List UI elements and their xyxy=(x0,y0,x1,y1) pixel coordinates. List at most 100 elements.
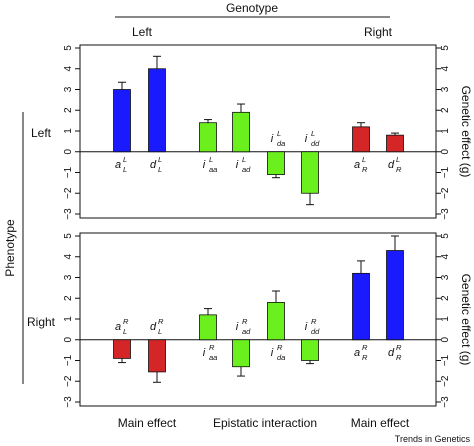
y-tick-label-left: 0 xyxy=(63,149,74,155)
parameter-label-sub: dd xyxy=(311,327,320,336)
parameter-label: d xyxy=(150,159,157,171)
bottom-label-epistatic: Epistatic interaction xyxy=(213,416,317,430)
chart-panel-right: 5 5 4 4 3 3 2 2 1 1 0 0 −1 −1 −2 −2 −3 −3 Genetic effect (… xyxy=(63,232,473,408)
y-tick-label-left: 1 xyxy=(63,128,74,134)
parameter-label-sup: L xyxy=(311,129,315,138)
genotype-left-label: Left xyxy=(132,25,153,39)
y-tick-label-right: 3 xyxy=(440,274,451,280)
y-tick-label-right: 4 xyxy=(440,254,451,260)
parameter-label: a xyxy=(115,321,121,333)
parameter-label-sup: L xyxy=(396,155,400,164)
y-tick-label-right: −2 xyxy=(440,375,451,387)
bar xyxy=(148,339,166,373)
y-tick-label-right: 5 xyxy=(440,45,451,51)
parameter-label: i xyxy=(236,159,239,171)
y-tick-label-right: 1 xyxy=(440,128,451,134)
parameter-label: d xyxy=(388,347,395,359)
parameter-label-sub: L xyxy=(123,165,127,174)
parameter-label-sup: L xyxy=(277,129,281,138)
parameter-label-sub: ad xyxy=(242,327,251,336)
y-tick-label-right: 1 xyxy=(440,316,451,322)
parameter-label-sub: R xyxy=(362,165,368,174)
bar xyxy=(386,134,404,153)
y-tick-label-left: 0 xyxy=(63,337,74,343)
y-tick-label-right: −3 xyxy=(440,396,451,408)
y-tick-label-left: 4 xyxy=(63,254,74,260)
chart-panel-left: 5 5 4 4 3 3 2 2 1 1 0 0 −1 −1 −2 −2 −3 −3 Genetic effect (… xyxy=(63,44,473,220)
parameter-label: d xyxy=(388,159,395,171)
parameter-label-sub: ad xyxy=(242,165,251,174)
y-tick-label-left: 4 xyxy=(63,66,74,72)
y-tick-label-right: 2 xyxy=(440,107,451,113)
parameter-label-sub: R xyxy=(396,353,402,362)
parameter-label-sup: R xyxy=(362,343,368,352)
plot-frame xyxy=(79,232,437,407)
y-tick-label-right: 4 xyxy=(440,66,451,72)
parameter-label: i xyxy=(236,321,239,333)
y-tick-label-left: 3 xyxy=(63,274,74,280)
bar xyxy=(232,339,250,368)
genotype-title: Genotype xyxy=(226,1,278,15)
parameter-label: i xyxy=(305,133,308,145)
bar xyxy=(352,126,370,153)
row-label-left: Left xyxy=(31,126,52,140)
phenotype-title: Phenotype xyxy=(3,219,17,277)
parameter-label: i xyxy=(271,347,274,359)
bar xyxy=(113,339,131,359)
y-tick-label-right: −3 xyxy=(440,208,451,220)
parameter-label-sub: R xyxy=(362,353,368,362)
bar xyxy=(352,272,370,341)
parameter-label-sup: L xyxy=(158,155,162,164)
parameter-label-sup: R xyxy=(158,317,164,326)
bar xyxy=(199,314,217,341)
parameter-label-sup: R xyxy=(242,317,248,326)
bar xyxy=(199,122,217,153)
parameter-label-sub: da xyxy=(277,353,285,362)
parameter-label-sup: R xyxy=(311,317,317,326)
bottom-label-main-effect-right: Main effect xyxy=(351,416,410,430)
y-tick-label-left: 1 xyxy=(63,316,74,322)
bar xyxy=(148,68,166,153)
y-tick-label-left: 5 xyxy=(63,233,74,239)
parameter-label-sup: R xyxy=(209,343,215,352)
genotype-right-label: Right xyxy=(364,25,393,39)
plot-frame xyxy=(79,44,437,219)
parameter-label: a xyxy=(115,159,121,171)
y-tick-label-left: −3 xyxy=(63,396,74,408)
parameter-label-sup: L xyxy=(123,155,127,164)
bottom-label-main-effect-left: Main effect xyxy=(118,416,177,430)
y-tick-label-left: 2 xyxy=(63,295,74,301)
parameter-label-sub: L xyxy=(158,327,162,336)
bar xyxy=(386,250,404,341)
parameter-label: i xyxy=(305,321,308,333)
parameter-label: i xyxy=(271,133,274,145)
y-tick-label-left: −1 xyxy=(63,166,74,178)
parameter-label: i xyxy=(203,159,206,171)
bar xyxy=(232,111,250,153)
y-tick-label-right: 2 xyxy=(440,295,451,301)
parameter-label-sup: L xyxy=(242,155,246,164)
parameter-label-sub: da xyxy=(277,139,285,148)
y-tick-label-left: −3 xyxy=(63,208,74,220)
parameter-label-sup: R xyxy=(123,317,129,326)
parameter-label-sup: R xyxy=(396,343,402,352)
y-axis-label-right: Genetic effect (g) xyxy=(459,274,473,366)
y-tick-label-left: −1 xyxy=(63,354,74,366)
credit-label: Trends in Genetics xyxy=(395,434,471,444)
y-tick-label-left: −2 xyxy=(63,187,74,199)
parameter-label-sub: aa xyxy=(209,165,217,174)
parameter-label: a xyxy=(354,347,360,359)
parameter-label-sub: aa xyxy=(209,353,217,362)
parameter-label: d xyxy=(150,321,157,333)
parameter-label-sup: R xyxy=(277,343,283,352)
y-tick-label-left: −2 xyxy=(63,375,74,387)
y-tick-label-right: −2 xyxy=(440,187,451,199)
bar xyxy=(267,151,285,175)
parameter-label-sup: L xyxy=(209,155,213,164)
y-tick-label-right: −1 xyxy=(440,166,451,178)
y-tick-label-right: 5 xyxy=(440,233,451,239)
parameter-label-sub: L xyxy=(123,327,127,336)
y-tick-label-right: −1 xyxy=(440,354,451,366)
bar xyxy=(301,151,319,194)
